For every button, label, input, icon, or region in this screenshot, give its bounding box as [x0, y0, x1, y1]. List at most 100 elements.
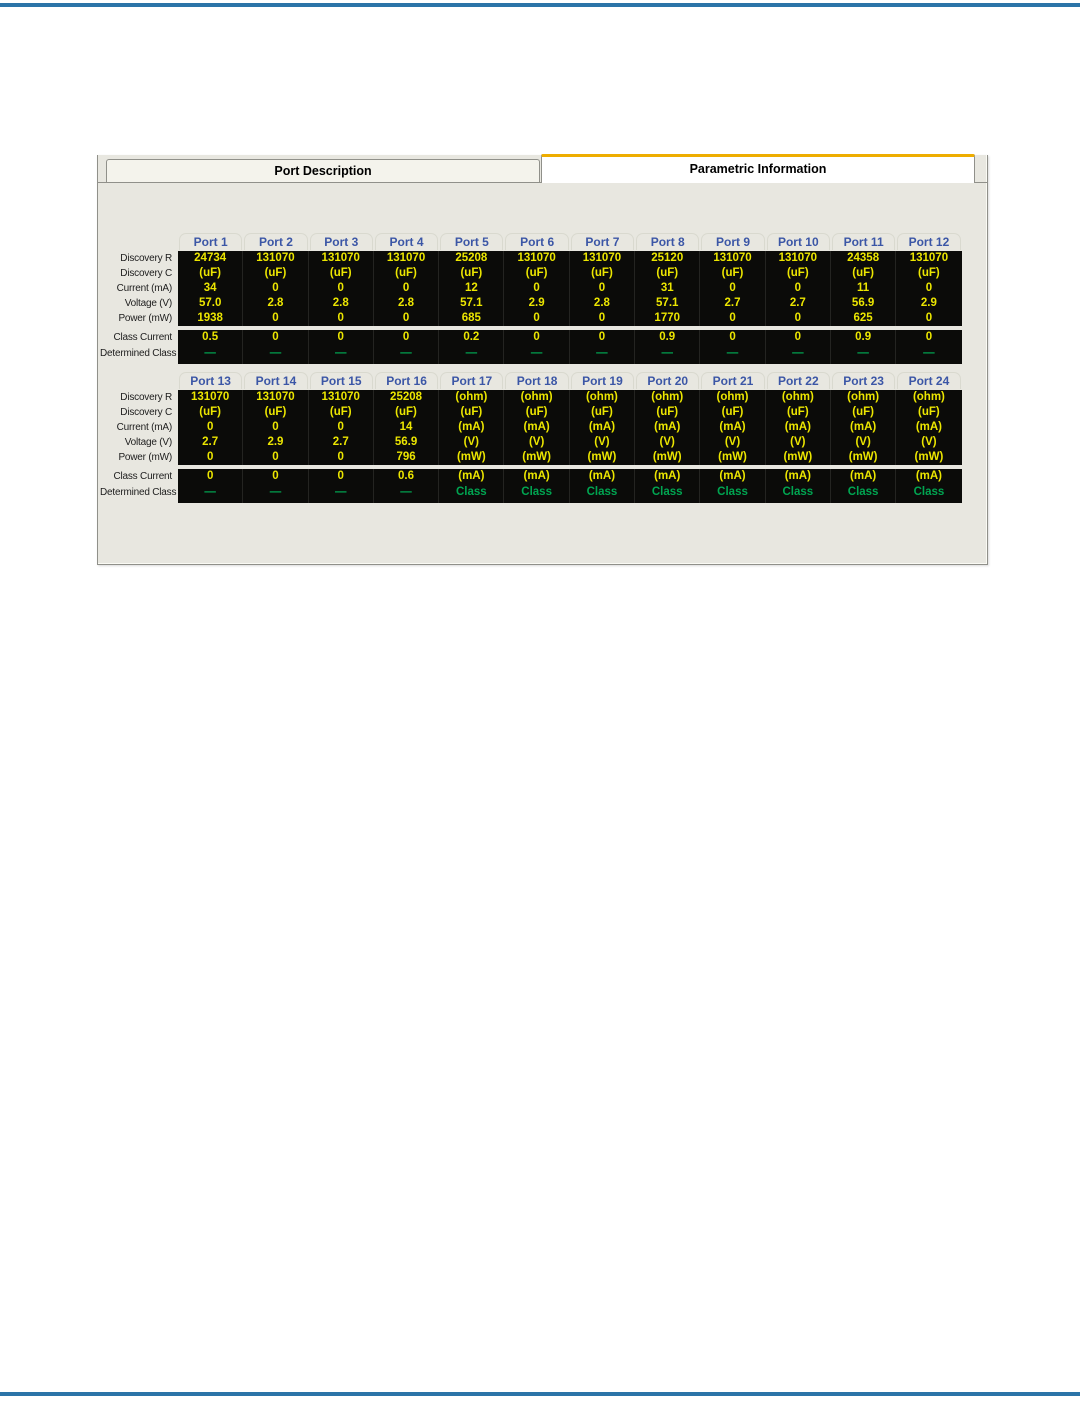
- value-cell: (uF): [504, 266, 570, 281]
- determined-class-cell: —: [569, 345, 636, 364]
- value-cell: (uF): [373, 266, 440, 281]
- value-cell: 0: [308, 420, 374, 435]
- port-header-row: Port 1 Port 2 Port 3 Port 4 Port 5 Port 6 Port…: [100, 233, 987, 250]
- determined-class-cell: —: [765, 345, 831, 364]
- determined-class-cell: —: [504, 345, 570, 364]
- value-cell: 0: [569, 281, 636, 296]
- value-cell: 0: [373, 311, 440, 326]
- determined-class-cell: Class: [569, 484, 636, 503]
- value-cell: 0: [243, 311, 309, 326]
- class-current-cell: (mA): [896, 469, 962, 484]
- port-header-row: Port 13 Port 14 Port 15 Port 16 Port 17 Port …: [100, 372, 987, 389]
- value-cell: 2.9: [504, 296, 570, 311]
- tab-bar: Port Description Parametric Information: [98, 154, 987, 183]
- value-cell: 0: [243, 281, 309, 296]
- determined-class-cell: —: [243, 484, 309, 503]
- value-cell: 685: [439, 311, 505, 326]
- class-current-cell: (mA): [830, 469, 897, 484]
- row-label: Determined Class: [100, 487, 177, 498]
- data-row: Discovery R 131070 131070 131070 25208 (ohm)(…: [100, 390, 987, 405]
- row-label: Voltage (V): [124, 437, 172, 448]
- tab-parametric-information[interactable]: Parametric Information: [541, 154, 975, 183]
- class-current-cell: 0: [178, 469, 244, 484]
- class-current-cell: 0: [569, 330, 636, 345]
- row-label-spacer: [100, 233, 178, 250]
- class-current-cell: (mA): [635, 469, 701, 484]
- value-cell: 131070: [569, 251, 636, 266]
- value-cell: 131070: [243, 390, 309, 405]
- value-cell: 0: [308, 281, 374, 296]
- determined-class-cell: Class: [700, 484, 766, 503]
- port-header: Port 8: [636, 233, 700, 250]
- port-header: Port 17: [440, 372, 504, 389]
- value-cell: (uF): [569, 266, 636, 281]
- value-cell: 24358: [830, 251, 897, 266]
- value-cell: (V): [635, 435, 701, 450]
- value-cell: (mA): [700, 420, 766, 435]
- value-cell: 57.1: [635, 296, 701, 311]
- row-label: Power (mW): [118, 313, 172, 324]
- class-current-cell: (mA): [569, 469, 636, 484]
- class-current-cell: 0: [243, 330, 309, 345]
- class-current-cell: 0: [896, 330, 962, 345]
- determined-class-cell: Class: [830, 484, 897, 503]
- row-label: Class Current: [113, 332, 172, 343]
- value-cell: (ohm): [765, 390, 831, 405]
- port-header: Port 3: [309, 233, 373, 250]
- class-current-cell: (mA): [700, 469, 766, 484]
- value-cell: (uF): [635, 405, 701, 420]
- value-cell: (mW): [504, 450, 570, 465]
- port-header: Port 11: [831, 233, 896, 250]
- value-cell: 131070: [700, 251, 766, 266]
- tab-page-body: Port 1 Port 2 Port 3 Port 4 Port 5 Port 6 Port…: [98, 233, 987, 614]
- value-cell: (mA): [635, 420, 701, 435]
- value-cell: (mW): [569, 450, 636, 465]
- value-cell: 131070: [504, 251, 570, 266]
- row-label: Discovery R: [120, 253, 172, 264]
- value-cell: 2.8: [243, 296, 309, 311]
- parametric-tab-panel: Port Description Parametric Information …: [97, 154, 988, 565]
- determined-class-cell: —: [896, 345, 962, 364]
- data-row: Discovery R 24734 131070 131070 131070 25208 1…: [100, 251, 987, 266]
- value-cell: (uF): [439, 405, 505, 420]
- class-current-cell: 0.6: [373, 469, 440, 484]
- value-cell: (mA): [439, 420, 505, 435]
- value-cell: 131070: [308, 251, 374, 266]
- class-current-cell: 0.2: [439, 330, 505, 345]
- data-row: Discovery C (uF) (uF) (uF) (uF) (uF) (uF) (uF)(…: [100, 266, 987, 281]
- value-cell: (mA): [569, 420, 636, 435]
- determined-class-cell: —: [308, 345, 374, 364]
- value-cell: 131070: [308, 390, 374, 405]
- value-cell: 0: [308, 450, 374, 465]
- value-cell: (V): [569, 435, 636, 450]
- data-row: Power (mW) 1938 0 0 0 685 0 0 1770 0 0 625 0: [100, 311, 987, 326]
- value-cell: (mW): [896, 450, 962, 465]
- determined-class-cell: —: [830, 345, 897, 364]
- value-cell: 0: [308, 311, 374, 326]
- determined-class-cell: Class: [635, 484, 701, 503]
- value-cell: (uF): [765, 405, 831, 420]
- class-row: Determined Class — — — — — — — — — — — —: [100, 345, 987, 364]
- value-cell: 0: [896, 311, 962, 326]
- value-cell: 0: [700, 281, 766, 296]
- value-cell: 131070: [178, 390, 244, 405]
- determined-class-cell: Class: [439, 484, 505, 503]
- value-cell: 131070: [896, 251, 962, 266]
- value-cell: (V): [830, 435, 897, 450]
- value-cell: (uF): [308, 405, 374, 420]
- port-header: Port 2: [244, 233, 308, 250]
- port-header: Port 13: [179, 372, 243, 389]
- determined-class-cell: —: [439, 345, 505, 364]
- tab-port-description[interactable]: Port Description: [106, 159, 540, 182]
- class-current-cell: 0.5: [178, 330, 244, 345]
- value-cell: (mW): [700, 450, 766, 465]
- value-cell: 11: [830, 281, 897, 296]
- class-current-cell: 0: [765, 330, 831, 345]
- class-current-cell: (mA): [504, 469, 570, 484]
- port-header: Port 16: [374, 372, 439, 389]
- value-cell: 0: [504, 281, 570, 296]
- class-current-cell: 0: [308, 330, 374, 345]
- value-cell: 56.9: [373, 435, 440, 450]
- value-cell: 14: [373, 420, 440, 435]
- determined-class-cell: —: [373, 484, 440, 503]
